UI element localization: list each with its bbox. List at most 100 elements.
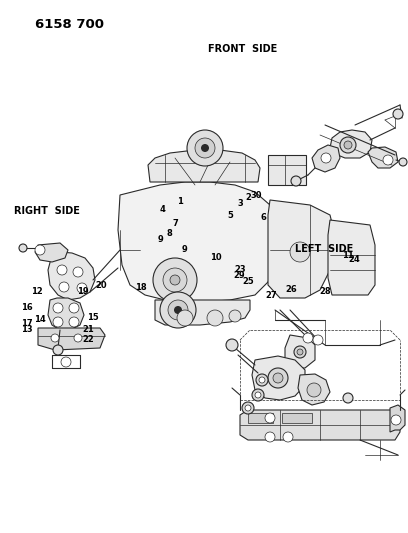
Polygon shape bbox=[268, 200, 335, 298]
Circle shape bbox=[160, 292, 196, 328]
Text: 12: 12 bbox=[31, 287, 43, 296]
Text: 18: 18 bbox=[135, 282, 147, 292]
Circle shape bbox=[283, 432, 293, 442]
Text: 6: 6 bbox=[260, 213, 266, 222]
Text: LEFT  SIDE: LEFT SIDE bbox=[295, 245, 353, 254]
Text: 8: 8 bbox=[166, 229, 172, 238]
Circle shape bbox=[255, 392, 261, 398]
Circle shape bbox=[291, 176, 301, 186]
Text: 29: 29 bbox=[233, 271, 245, 280]
Text: 9: 9 bbox=[158, 236, 164, 245]
Polygon shape bbox=[298, 374, 330, 405]
Text: RIGHT  SIDE: RIGHT SIDE bbox=[14, 206, 80, 215]
Polygon shape bbox=[390, 405, 405, 432]
Circle shape bbox=[170, 275, 180, 285]
Text: 27: 27 bbox=[265, 290, 277, 300]
Polygon shape bbox=[48, 252, 95, 300]
Circle shape bbox=[242, 402, 254, 414]
Circle shape bbox=[77, 283, 87, 293]
Circle shape bbox=[177, 310, 193, 326]
Circle shape bbox=[69, 317, 79, 327]
Circle shape bbox=[51, 334, 59, 342]
Circle shape bbox=[61, 357, 71, 367]
Circle shape bbox=[294, 346, 306, 358]
Circle shape bbox=[399, 158, 407, 166]
Circle shape bbox=[201, 144, 209, 152]
Circle shape bbox=[226, 339, 238, 351]
Text: 22: 22 bbox=[82, 335, 94, 344]
Circle shape bbox=[53, 345, 63, 355]
Circle shape bbox=[256, 374, 268, 386]
Circle shape bbox=[59, 282, 69, 292]
Polygon shape bbox=[330, 130, 372, 158]
Text: 30: 30 bbox=[250, 191, 262, 200]
Circle shape bbox=[207, 310, 223, 326]
Circle shape bbox=[303, 333, 313, 343]
Text: 10: 10 bbox=[210, 253, 222, 262]
Circle shape bbox=[268, 368, 288, 388]
Circle shape bbox=[343, 393, 353, 403]
Circle shape bbox=[153, 258, 197, 302]
Circle shape bbox=[245, 405, 251, 411]
Text: 15: 15 bbox=[87, 313, 99, 322]
Circle shape bbox=[290, 242, 310, 262]
Text: 25: 25 bbox=[242, 277, 254, 286]
Text: 6158 700: 6158 700 bbox=[35, 18, 104, 31]
Circle shape bbox=[174, 306, 182, 314]
Polygon shape bbox=[285, 335, 315, 368]
Circle shape bbox=[391, 415, 401, 425]
Text: 20: 20 bbox=[95, 281, 107, 290]
Polygon shape bbox=[38, 328, 105, 350]
Text: 24: 24 bbox=[348, 255, 360, 264]
Circle shape bbox=[19, 244, 27, 252]
Circle shape bbox=[53, 303, 63, 313]
Circle shape bbox=[168, 300, 188, 320]
Circle shape bbox=[35, 245, 45, 255]
Circle shape bbox=[195, 138, 215, 158]
Text: 5: 5 bbox=[227, 211, 233, 220]
Polygon shape bbox=[328, 220, 375, 295]
Circle shape bbox=[259, 377, 265, 383]
Text: 1: 1 bbox=[177, 198, 183, 206]
Text: 14: 14 bbox=[34, 314, 46, 324]
Text: FRONT  SIDE: FRONT SIDE bbox=[208, 44, 277, 54]
Circle shape bbox=[252, 389, 264, 401]
Circle shape bbox=[73, 267, 83, 277]
Circle shape bbox=[393, 109, 403, 119]
Polygon shape bbox=[155, 300, 250, 325]
Text: 16: 16 bbox=[21, 303, 33, 311]
Polygon shape bbox=[48, 298, 84, 330]
Text: 2: 2 bbox=[245, 192, 251, 201]
Text: 21: 21 bbox=[82, 326, 94, 335]
Circle shape bbox=[69, 303, 79, 313]
Text: 13: 13 bbox=[21, 325, 33, 334]
Polygon shape bbox=[312, 145, 340, 172]
Text: 17: 17 bbox=[21, 319, 33, 328]
Text: 7: 7 bbox=[172, 220, 178, 229]
Circle shape bbox=[53, 317, 63, 327]
Circle shape bbox=[340, 137, 356, 153]
Circle shape bbox=[321, 153, 331, 163]
Circle shape bbox=[265, 413, 275, 423]
Circle shape bbox=[273, 373, 283, 383]
Circle shape bbox=[383, 155, 393, 165]
Circle shape bbox=[265, 432, 275, 442]
Text: 3: 3 bbox=[237, 198, 243, 207]
Circle shape bbox=[74, 334, 82, 342]
Circle shape bbox=[57, 265, 67, 275]
Bar bbox=[282, 413, 312, 423]
Polygon shape bbox=[118, 182, 275, 302]
Polygon shape bbox=[148, 150, 260, 182]
Polygon shape bbox=[35, 243, 68, 262]
Polygon shape bbox=[252, 356, 305, 400]
Text: 28: 28 bbox=[319, 287, 331, 296]
Polygon shape bbox=[368, 147, 398, 168]
Text: 11: 11 bbox=[342, 251, 354, 260]
Text: 19: 19 bbox=[77, 287, 89, 296]
Text: 9: 9 bbox=[182, 245, 188, 254]
Circle shape bbox=[163, 268, 187, 292]
Bar bbox=[248, 413, 273, 423]
Circle shape bbox=[187, 130, 223, 166]
Text: 26: 26 bbox=[285, 286, 297, 295]
Circle shape bbox=[344, 141, 352, 149]
